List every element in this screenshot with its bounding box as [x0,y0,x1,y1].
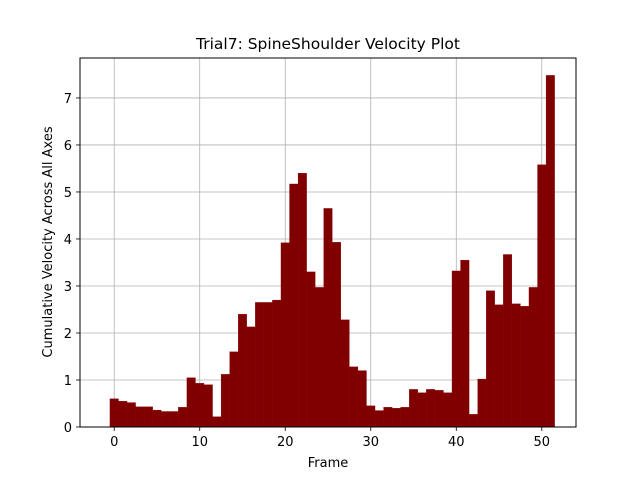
x-tick-label: 10 [191,435,208,450]
bar [255,302,265,428]
y-tick-label: 6 [64,139,72,154]
bar [306,271,316,428]
y-tick-label: 7 [64,92,72,107]
bar [357,370,367,428]
bar [391,408,401,428]
bar [315,287,324,428]
bar [340,319,350,428]
bar [383,407,393,428]
bar [528,287,538,428]
bar [297,173,307,428]
bar [468,414,478,428]
bar [537,164,547,428]
bar [109,398,119,428]
bar [178,407,188,428]
y-tick-label: 2 [64,327,72,342]
bar [220,374,230,428]
x-tick-label: 50 [534,435,551,450]
bar [545,75,555,428]
bar [263,302,273,428]
bar [229,351,239,428]
bar [366,405,376,428]
bar [349,366,359,428]
bar [143,406,153,428]
bar [195,383,205,428]
bar [118,400,128,428]
y-tick-label: 4 [64,233,72,248]
y-tick-label: 1 [64,374,72,389]
bar [374,410,384,428]
bar [152,409,162,428]
bar [503,254,513,428]
bar [451,270,461,428]
y-tick-label: 0 [64,421,72,436]
chart-title: Trial7: SpineShoulder Velocity Plot [195,35,460,53]
bar [126,402,136,428]
bar [443,392,453,428]
bar [520,306,530,428]
x-tick-label: 0 [110,435,118,450]
x-tick-label: 30 [362,435,379,450]
x-axis-label: Frame [308,456,349,471]
bar [272,299,282,428]
bar [494,304,504,428]
bar [289,183,299,428]
bar [417,392,427,428]
bar [161,411,170,428]
bar [186,377,196,428]
y-axis-label: Cumulative Velocity Across All Axes [41,126,56,357]
bar [400,407,410,428]
bar [486,290,495,428]
bar [323,208,333,428]
axes-frame [79,57,577,428]
bar [511,303,521,428]
bar [203,384,213,428]
bar [460,259,470,428]
bar [169,411,179,428]
y-tick-label: 3 [64,280,72,295]
bar [280,242,290,428]
bar [409,389,418,428]
bar [477,378,487,428]
x-tick-label: 40 [448,435,465,450]
ticks: 0 10 20 30 40 50 0 1 2 3 4 5 6 7 [64,92,550,450]
bars [109,75,555,428]
bar [135,406,145,428]
y-tick-label: 5 [64,186,72,201]
bar [238,314,247,428]
x-tick-label: 20 [277,435,294,450]
bar [332,242,341,428]
bar [426,389,436,428]
bar [246,326,256,428]
bar [212,416,222,428]
bar [434,390,444,428]
